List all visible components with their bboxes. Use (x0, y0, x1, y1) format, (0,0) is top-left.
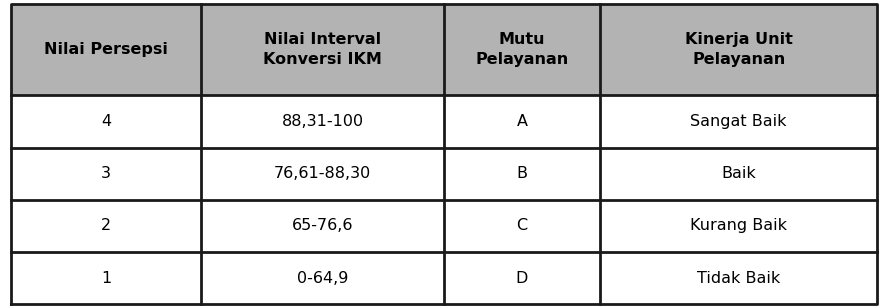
Bar (600, 200, 877, 252)
Text: 1: 1 (101, 271, 111, 286)
Bar (600, 4, 877, 95)
Text: 4: 4 (101, 114, 111, 129)
Bar (202, 4, 444, 95)
Bar (444, 252, 600, 304)
Bar (11, 148, 202, 200)
Text: 3: 3 (101, 166, 111, 181)
Text: 65-76,6: 65-76,6 (292, 218, 353, 233)
Bar (11, 252, 202, 304)
Text: Kinerja Unit
Pelayanan: Kinerja Unit Pelayanan (685, 32, 793, 67)
Text: C: C (517, 218, 527, 233)
Bar (444, 200, 600, 252)
Text: Nilai Persepsi: Nilai Persepsi (44, 42, 168, 57)
Bar (600, 95, 877, 148)
Text: A: A (517, 114, 527, 129)
Bar (444, 95, 600, 148)
Text: D: D (516, 271, 528, 286)
Text: Mutu
Pelayanan: Mutu Pelayanan (475, 32, 568, 67)
Text: 88,31-100: 88,31-100 (281, 114, 364, 129)
Text: B: B (517, 166, 527, 181)
Bar (11, 95, 202, 148)
Bar (444, 148, 600, 200)
Bar (444, 4, 600, 95)
Text: Sangat Baik: Sangat Baik (691, 114, 787, 129)
Text: Kurang Baik: Kurang Baik (690, 218, 787, 233)
Bar (600, 148, 877, 200)
Text: Nilai Interval
Konversi IKM: Nilai Interval Konversi IKM (263, 32, 382, 67)
Bar (202, 252, 444, 304)
Bar (11, 4, 202, 95)
Bar (11, 200, 202, 252)
Text: Baik: Baik (721, 166, 756, 181)
Bar (202, 200, 444, 252)
Bar (202, 95, 444, 148)
Text: 2: 2 (101, 218, 111, 233)
Text: 76,61-88,30: 76,61-88,30 (274, 166, 371, 181)
Text: 0-64,9: 0-64,9 (297, 271, 348, 286)
Bar (202, 148, 444, 200)
Text: Tidak Baik: Tidak Baik (697, 271, 781, 286)
Bar (600, 252, 877, 304)
